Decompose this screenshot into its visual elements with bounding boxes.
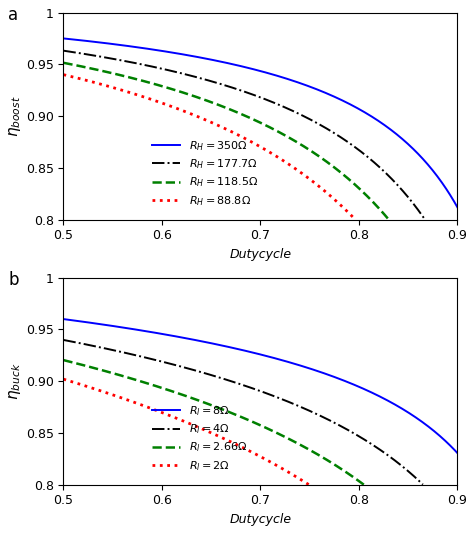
Legend: $R_H=350\Omega$, $R_H=177.7\Omega$, $R_H=118.5\Omega$, $R_H=88.8\Omega$: $R_H=350\Omega$, $R_H=177.7\Omega$, $R_H… xyxy=(148,135,263,212)
X-axis label: Dutycycle: Dutycycle xyxy=(229,513,292,526)
Legend: $R_l=8\Omega$, $R_l=4\Omega$, $R_l=2.66\Omega$, $R_l=2\Omega$: $R_l=8\Omega$, $R_l=4\Omega$, $R_l=2.66\… xyxy=(148,400,252,477)
X-axis label: Dutycycle: Dutycycle xyxy=(229,248,292,261)
Text: b: b xyxy=(9,271,19,289)
Y-axis label: $\eta_{boost}$: $\eta_{boost}$ xyxy=(7,95,23,137)
Text: a: a xyxy=(9,6,18,25)
Y-axis label: $\eta_{buck}$: $\eta_{buck}$ xyxy=(7,362,23,400)
